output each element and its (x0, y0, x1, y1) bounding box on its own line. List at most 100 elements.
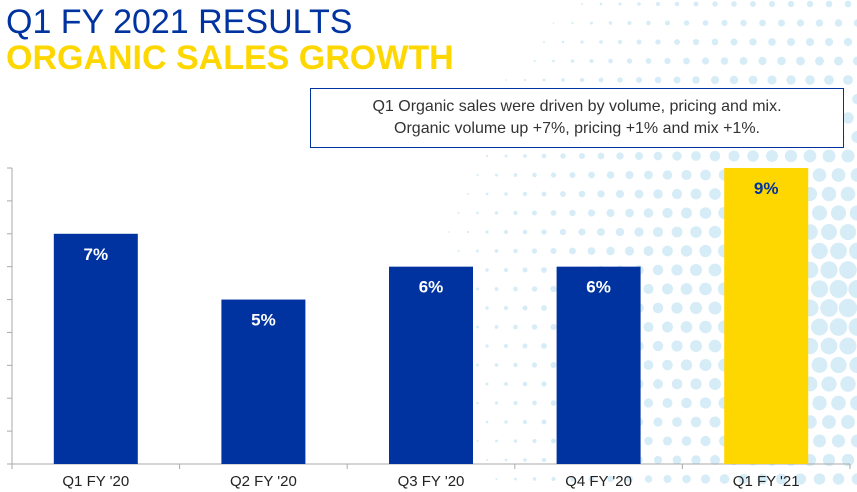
background-dot (812, 395, 827, 411)
background-dot (643, 283, 654, 295)
background-dot (777, 56, 786, 66)
background-dot (690, 188, 702, 200)
background-dot (627, 21, 632, 25)
background-dot (635, 152, 643, 160)
background-dot (541, 153, 547, 159)
background-dot (522, 305, 528, 311)
background-dot (840, 186, 856, 202)
background-dot (841, 149, 855, 163)
background-dot (664, 57, 671, 65)
background-dot (662, 359, 673, 371)
background-dot (551, 476, 556, 482)
background-dot (674, 1, 680, 7)
background-dot (550, 400, 557, 406)
background-dot (617, 77, 623, 83)
x-tick-label: Q2 FY '20 (230, 473, 297, 490)
background-dot (475, 325, 480, 329)
background-dot (476, 249, 479, 253)
background-dot (597, 228, 605, 236)
background-dot (680, 321, 693, 333)
background-dot (690, 416, 702, 428)
background-dot (692, 38, 700, 46)
background-dot (662, 398, 673, 408)
background-dot (731, 1, 737, 7)
x-tick-label: Q4 FY '20 (565, 473, 632, 490)
background-dot (578, 228, 586, 236)
background-dot (674, 39, 680, 45)
background-dot (747, 150, 759, 162)
background-dot (504, 230, 508, 234)
background-dot (662, 321, 673, 333)
background-dot (505, 79, 507, 81)
background-dot (699, 397, 712, 409)
background-dot (662, 283, 673, 295)
background-dot (599, 40, 603, 44)
background-dot (624, 246, 635, 256)
background-dot (513, 248, 518, 254)
background-dot (494, 401, 499, 405)
background-dot (700, 435, 711, 447)
background-dot (588, 476, 595, 482)
background-dot (655, 39, 661, 45)
background-dot (607, 475, 614, 483)
background-dot (812, 205, 827, 221)
background-dot (513, 439, 518, 443)
background-dot (466, 192, 470, 196)
background-dot (821, 376, 837, 392)
background-dot (636, 77, 642, 83)
background-dot (569, 247, 576, 255)
background-dot (831, 168, 846, 182)
background-dot (550, 323, 557, 331)
background-dot (522, 191, 528, 197)
background-dot (821, 224, 837, 240)
background-dot (560, 191, 566, 197)
background-dot (617, 39, 623, 45)
background-dot (541, 229, 547, 235)
background-dot (626, 475, 633, 483)
background-dot (778, 19, 785, 27)
background-dot (691, 455, 701, 465)
background-dot (494, 287, 499, 291)
background-dot (710, 75, 720, 85)
background-dot (626, 58, 633, 64)
background-dot (834, 19, 843, 27)
background-dot (700, 474, 711, 484)
background-dot (476, 211, 479, 215)
background-dot (839, 261, 857, 279)
background-dot (710, 455, 720, 465)
background-dot (850, 434, 857, 448)
background-dot (513, 400, 518, 406)
background-dot (531, 324, 538, 330)
background-dot (662, 170, 673, 180)
background-dot (541, 381, 547, 387)
background-dot (448, 231, 450, 233)
background-dot (513, 210, 518, 216)
background-dot (466, 230, 470, 234)
background-dot (699, 244, 712, 258)
background-dot (550, 210, 557, 216)
background-dot (849, 242, 857, 260)
background-dot (652, 340, 664, 352)
background-dot (759, 19, 766, 27)
background-dot (634, 227, 644, 237)
background-dot (692, 76, 700, 84)
background-dot (608, 58, 613, 64)
background-dot (787, 0, 795, 8)
background-dot (683, 57, 690, 65)
background-dot (541, 457, 547, 463)
background-dot (643, 360, 654, 370)
background-dot (494, 211, 499, 215)
background-dot (625, 170, 634, 180)
background-dot (708, 377, 722, 391)
background-dot (811, 318, 828, 336)
background-dot (618, 2, 622, 6)
background-dot (721, 19, 728, 27)
background-dot (740, 19, 747, 27)
background-dot (523, 458, 527, 462)
background-dot (532, 477, 537, 481)
background-dot (681, 397, 692, 409)
bar-0 (53, 233, 138, 464)
background-dot (849, 356, 857, 374)
background-dot (606, 246, 615, 256)
